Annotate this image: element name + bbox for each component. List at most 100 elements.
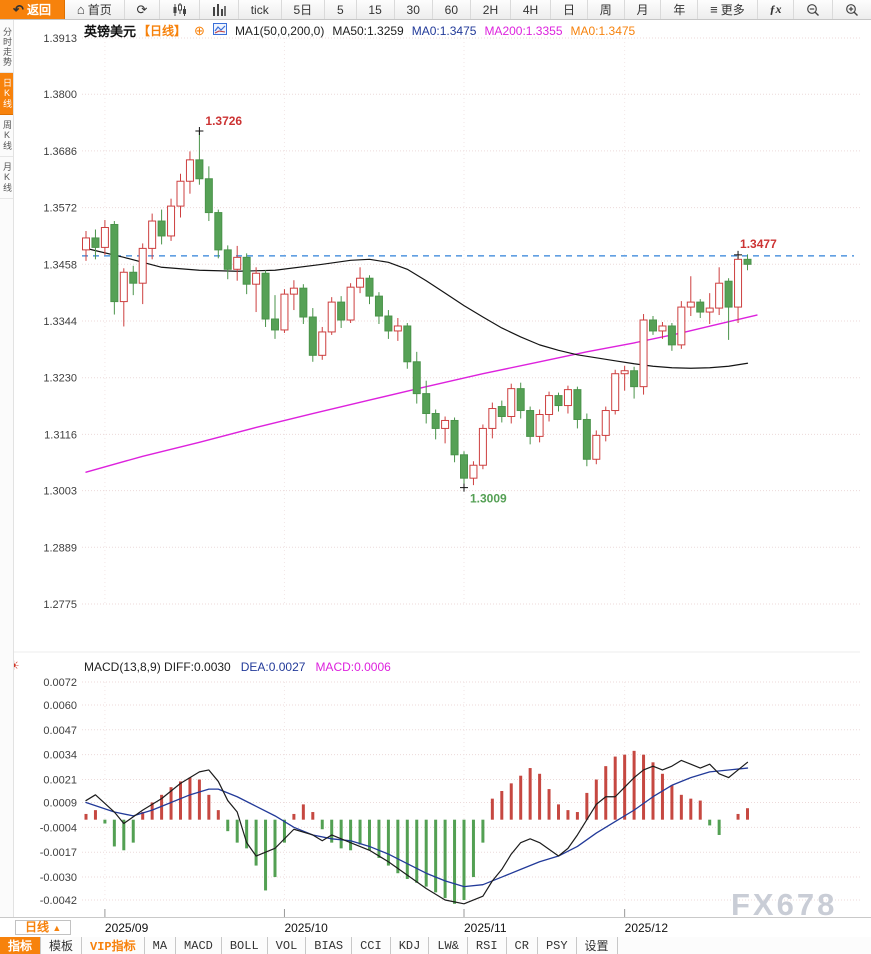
period-label: 30: [406, 2, 420, 17]
period-month-button[interactable]: 月: [625, 0, 662, 19]
period-box-label: 日线: [25, 920, 50, 934]
indicator-tab-bar: 指标 模板 VIP指标 MA MACD BOLL VOL BIAS CCI KD…: [0, 937, 871, 954]
tab-bias[interactable]: BIAS: [306, 937, 353, 954]
period-15m-button[interactable]: 15: [357, 0, 395, 19]
tab-macd[interactable]: MACD: [176, 937, 222, 954]
svg-text:0.0009: 0.0009: [43, 797, 77, 809]
tab-lwr[interactable]: LW&: [429, 937, 468, 954]
period-30m-button[interactable]: 30: [395, 0, 433, 19]
tab-templates[interactable]: 模板: [41, 937, 83, 954]
period-selector-box[interactable]: 日线 ▲: [15, 920, 72, 935]
symbol-title: 英镑美元: [84, 24, 137, 39]
svg-text:-0.0017: -0.0017: [40, 847, 77, 859]
back-label: 返回: [26, 3, 51, 17]
svg-text:1.3344: 1.3344: [43, 316, 77, 328]
macd-diff-value: MACD(13,8,9) DIFF:0.0030: [84, 660, 231, 674]
zoom-in-button[interactable]: [833, 0, 871, 19]
tab-vol[interactable]: VOL: [268, 937, 307, 954]
svg-text:1.3913: 1.3913: [43, 33, 77, 45]
period-tick-button[interactable]: tick: [239, 0, 282, 19]
tab-vip-indicators[interactable]: VIP指标: [82, 937, 145, 954]
period-week-button[interactable]: 周: [588, 0, 625, 19]
tab-cr[interactable]: CR: [507, 937, 538, 954]
ma50-value: MA50:1.3259: [332, 23, 404, 38]
chevron-up-icon: ▲: [52, 923, 62, 933]
tab-cci[interactable]: CCI: [352, 937, 391, 954]
svg-text:0.0021: 0.0021: [43, 775, 77, 787]
tab-settings[interactable]: 设置: [577, 937, 618, 954]
ma0-value-orange: MA0:1.3475: [570, 23, 636, 38]
svg-text:1.2889: 1.2889: [43, 542, 77, 554]
tab-ma[interactable]: MA: [145, 937, 177, 954]
refresh-button[interactable]: ⟳: [125, 0, 161, 19]
period-label: 周: [599, 3, 612, 17]
tab-rsi[interactable]: RSI: [468, 937, 507, 954]
mini-chart-icon[interactable]: [212, 23, 227, 38]
svg-text:1.3458: 1.3458: [43, 259, 77, 271]
home-label: 首页: [87, 3, 112, 17]
volume-chart-type-button[interactable]: [200, 0, 239, 19]
x-axis-month: 2025/10: [284, 921, 328, 935]
svg-text:1.3230: 1.3230: [43, 373, 77, 385]
undo-arrow-icon: ↶: [13, 2, 24, 17]
menu-icon: ≡: [710, 2, 718, 17]
macd-pane-header: MACD(13,8,9) DIFF:0.0030 DEA:0.0027 MACD…: [84, 660, 391, 674]
chart-type-sidebar: 分时走势 日K线 周K线 月K线: [0, 19, 14, 920]
period-label: 4H: [522, 2, 539, 17]
x-axis-month: 2025/11: [464, 921, 507, 935]
svg-text:1.3800: 1.3800: [43, 89, 77, 101]
period-day-button[interactable]: 日: [551, 0, 588, 19]
fx-icon: ƒx: [769, 2, 782, 16]
svg-text:1.3572: 1.3572: [43, 203, 77, 215]
period-2h-button[interactable]: 2H: [471, 0, 511, 19]
sidebar-item-weekly-k[interactable]: 周K线: [0, 115, 13, 157]
macd-value: MACD:0.0006: [315, 660, 391, 674]
tab-indicators[interactable]: 指标: [0, 937, 42, 954]
period-label: 日: [562, 3, 575, 17]
formula-button[interactable]: ƒx: [758, 0, 795, 19]
ma200-value: MA200:1.3355: [484, 23, 563, 38]
tab-psy[interactable]: PSY: [538, 937, 577, 954]
fx678-watermark: FX678: [731, 887, 838, 922]
zoom-in-icon: [846, 3, 859, 16]
sidebar-item-intraday[interactable]: 分时走势: [0, 22, 13, 73]
period-4h-button[interactable]: 4H: [511, 0, 552, 19]
period-5d-button[interactable]: 5日: [282, 0, 326, 19]
more-button[interactable]: ≡ 更多: [698, 0, 758, 19]
tab-kdj[interactable]: KDJ: [391, 937, 430, 954]
svg-text:1.3477: 1.3477: [740, 237, 777, 251]
svg-text:0.0072: 0.0072: [43, 677, 77, 689]
period-5m-button[interactable]: 5: [325, 0, 357, 19]
tab-boll[interactable]: BOLL: [222, 937, 268, 954]
refresh-icon: ⟳: [136, 2, 148, 17]
period-year-button[interactable]: 年: [661, 0, 699, 19]
date-axis-row: 日线 ▲ 2025/09 2025/10 2025/11 2025/12: [0, 917, 871, 938]
svg-text:1.2775: 1.2775: [43, 599, 77, 611]
top-toolbar: ↶ 返回 ⌂ 首页 ⟳: [0, 0, 871, 20]
tick-label: tick: [250, 2, 269, 17]
svg-text:1.3009: 1.3009: [470, 492, 507, 506]
period-60m-button[interactable]: 60: [433, 0, 471, 19]
zoom-out-button[interactable]: [794, 0, 834, 19]
svg-text:1.3686: 1.3686: [43, 146, 77, 158]
svg-text:-0.0042: -0.0042: [40, 895, 77, 907]
home-button[interactable]: ⌂ 首页: [65, 0, 125, 19]
zoom-out-icon: [807, 3, 820, 16]
sidebar-item-daily-k[interactable]: 日K线: [0, 73, 13, 115]
back-button[interactable]: ↶ 返回: [0, 0, 65, 19]
x-axis-month: 2025/09: [104, 921, 149, 935]
period-label: 月: [636, 3, 649, 17]
ma0-value-blue: MA0:1.3475: [411, 23, 477, 38]
svg-text:0.0047: 0.0047: [43, 725, 77, 737]
candle-chart-type-button[interactable]: [160, 0, 201, 19]
period-label: 年: [673, 3, 686, 17]
price-pane-header: 英镑美元 【日线】 ⊕ MA1(50,0,200,0) MA50:1.3259 …: [84, 21, 635, 40]
period-label: 5: [336, 2, 344, 17]
sidebar-item-monthly-k[interactable]: 月K线: [0, 157, 13, 199]
more-label: 更多: [720, 3, 745, 17]
svg-text:1.3003: 1.3003: [43, 486, 77, 498]
add-overlay-icon[interactable]: ⊕: [194, 22, 205, 38]
volume-bars-icon: [212, 3, 226, 16]
